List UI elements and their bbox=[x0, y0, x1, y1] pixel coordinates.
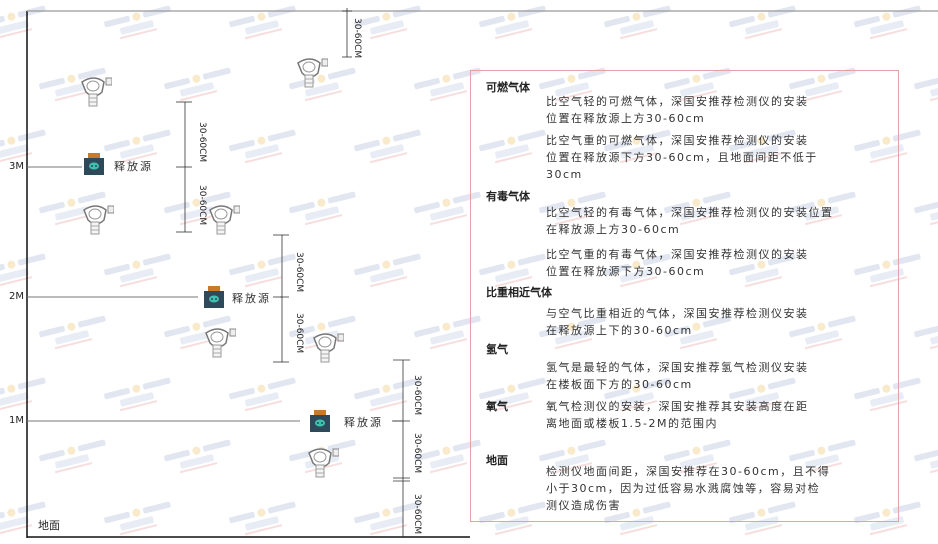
section-heading: 地面 bbox=[486, 454, 508, 467]
section-text-line: 比空气轻的可燃气体，深国安推荐检测仪的安装 bbox=[546, 95, 809, 108]
dimension-label: 30-60CM bbox=[412, 433, 422, 474]
gas-detector-icon bbox=[310, 330, 345, 364]
dimension-lines bbox=[176, 8, 410, 537]
gas-detector-icon bbox=[78, 74, 113, 108]
ground-label: 地面 bbox=[38, 519, 60, 532]
section-text-line: 位置在释放源下方30-60cm bbox=[546, 265, 706, 278]
gas-detector-icon bbox=[202, 325, 237, 359]
section-text-line: 位置在释放源下方30-60cm，且地面间距不低于 bbox=[546, 151, 818, 164]
gas-detector-icon bbox=[305, 445, 340, 479]
section-text-line: 30cm bbox=[546, 168, 583, 181]
section-text-line: 在释放源上方30-60cm bbox=[546, 223, 681, 236]
section-text-line: 在楼板面下方的30-60cm bbox=[546, 378, 693, 391]
release-source-icon bbox=[82, 152, 106, 176]
section-text-line: 与空气比重相近的气体，深国安推荐检测仪安装 bbox=[546, 307, 809, 320]
release-source-label: 释放源 bbox=[344, 416, 383, 429]
section-heading: 比重相近气体 bbox=[486, 286, 552, 299]
dimension-label: 30-60CM bbox=[294, 252, 304, 293]
dimension-label: 30-60CM bbox=[294, 313, 304, 354]
section-heading: 可燃气体 bbox=[486, 81, 530, 94]
section-heading: 氢气 bbox=[486, 343, 508, 356]
gas-detector-icon bbox=[206, 202, 241, 236]
level-1m-label: 1M bbox=[9, 415, 24, 426]
section-text-line: 检测仪地面间距，深国安推荐在30-60cm，且不得 bbox=[546, 465, 831, 478]
section-text-line: 小于30cm，因为过低容易水溅腐蚀等，容易对检 bbox=[546, 482, 821, 495]
section-text-line: 比空气轻的有毒气体，深国安推荐检测仪的安装位置 bbox=[546, 206, 834, 219]
release-source-label: 释放源 bbox=[232, 292, 271, 305]
dimension-label: 30-60CM bbox=[352, 18, 362, 59]
section-text-line: 比空气重的有毒气体，深国安推荐检测仪的安装 bbox=[546, 248, 809, 261]
section-text-line: 氧气检测仪的安装，深国安推荐其安装高度在距 bbox=[546, 400, 809, 413]
dimension-label: 30-60CM bbox=[412, 494, 422, 535]
gas-detector-icon bbox=[294, 55, 329, 89]
section-heading: 有毒气体 bbox=[486, 190, 530, 203]
level-3m-label: 3M bbox=[9, 161, 24, 172]
release-source-icon bbox=[202, 285, 226, 309]
section-text-line: 比空气重的可燃气体，深国安推荐检测仪的安装 bbox=[546, 134, 809, 147]
section-text-line: 位置在释放源上方30-60cm bbox=[546, 112, 706, 125]
gas-detector-icon bbox=[80, 202, 115, 236]
level-2m-label: 2M bbox=[9, 291, 24, 302]
dimension-label: 30-60CM bbox=[197, 122, 207, 163]
section-heading: 氧气 bbox=[486, 400, 508, 413]
explanation-panel: 可燃气体比空气轻的可燃气体，深国安推荐检测仪的安装 位置在释放源上方30-60cm… bbox=[470, 70, 899, 522]
dimension-label: 30-60CM bbox=[412, 375, 422, 416]
section-text-line: 离地面或楼板1.5-2M的范围内 bbox=[546, 417, 718, 430]
section-text-line: 测仪造成伤害 bbox=[546, 499, 621, 512]
section-text-line: 在释放源上下的30-60cm bbox=[546, 324, 693, 337]
release-source-label: 释放源 bbox=[114, 160, 153, 173]
release-source-icon bbox=[308, 409, 332, 433]
section-text-line: 氢气是最轻的气体，深国安推荐氢气检测仪安装 bbox=[546, 361, 809, 374]
